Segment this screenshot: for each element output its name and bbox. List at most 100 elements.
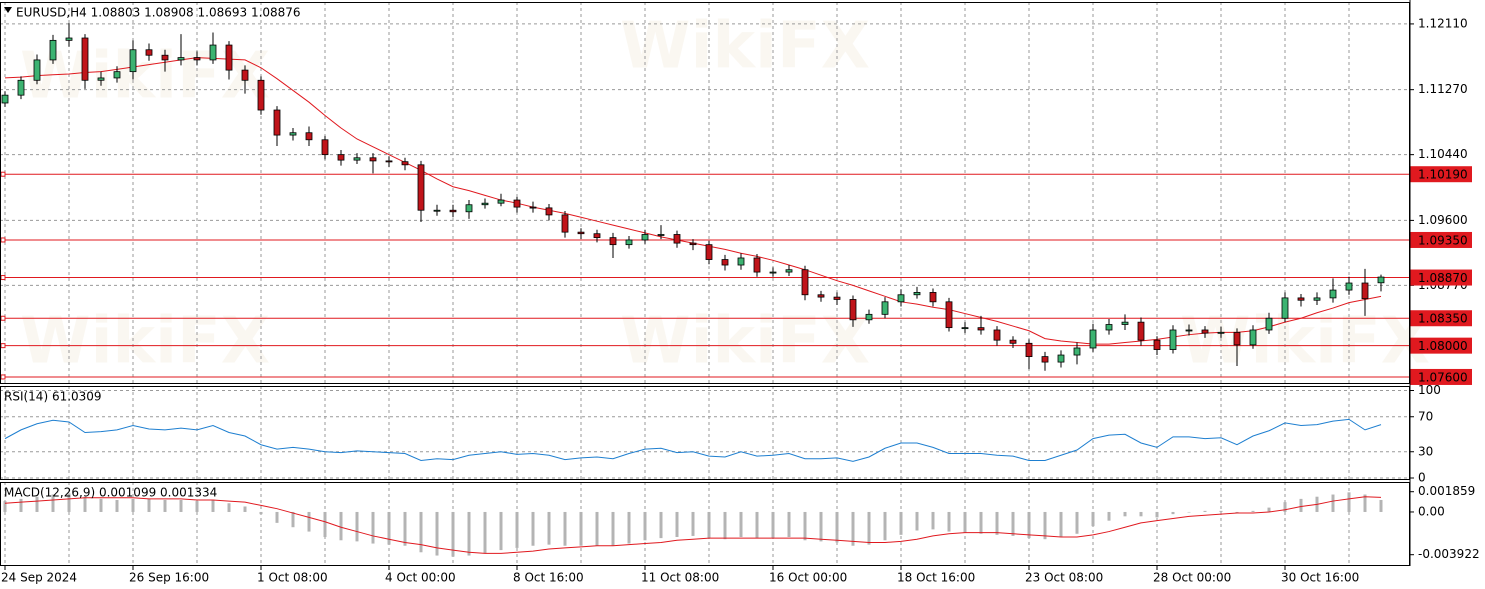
candle-body xyxy=(305,132,313,141)
candle-body xyxy=(721,259,729,266)
macd-bar xyxy=(227,503,231,512)
level-handle xyxy=(0,275,6,281)
level-label: 1.08000 xyxy=(1418,339,1468,353)
candle-body xyxy=(513,199,521,208)
macd-bar xyxy=(51,494,55,512)
candle-body xyxy=(1217,331,1225,334)
macd-bar xyxy=(483,511,487,554)
macd-bar xyxy=(547,511,551,545)
macd-bar xyxy=(595,511,599,546)
macd-bar xyxy=(451,511,455,557)
candle-body xyxy=(945,301,953,329)
candle-body xyxy=(753,257,761,273)
macd-bar xyxy=(659,511,663,539)
macd-bar xyxy=(643,511,647,541)
candle-body xyxy=(273,109,281,136)
y-tick-label: -0.003922 xyxy=(1418,547,1480,561)
candle-body xyxy=(1329,289,1337,299)
candle-body xyxy=(1089,329,1097,349)
macd-bar xyxy=(1267,507,1271,512)
macd-bar xyxy=(1219,510,1223,512)
macd-bar xyxy=(627,511,631,544)
level-label: 1.08350 xyxy=(1418,312,1468,326)
candle-body xyxy=(321,139,329,156)
macd-bar xyxy=(371,511,375,544)
candle-body xyxy=(1249,329,1257,346)
y-tick-label: 1.09600 xyxy=(1418,213,1468,227)
macd-bar xyxy=(291,511,295,528)
macd-bar xyxy=(963,511,967,533)
candle-body xyxy=(97,77,105,81)
macd-bar xyxy=(883,511,887,541)
macd-bar xyxy=(1363,494,1367,512)
macd-bar xyxy=(995,511,999,535)
candle-body xyxy=(1281,297,1289,319)
candle-body xyxy=(865,313,873,321)
candle-body xyxy=(1073,347,1081,356)
panel-title: MACD(12,26,9) 0.001099 0.001334 xyxy=(4,486,217,500)
level-handle xyxy=(0,237,6,243)
macd-bar xyxy=(1059,511,1063,538)
macd-bar xyxy=(355,511,359,542)
x-tick-label: 28 Oct 00:00 xyxy=(1153,571,1231,585)
candle-body xyxy=(737,257,745,266)
macd-bar xyxy=(1331,494,1335,512)
level-label: 1.08870 xyxy=(1418,271,1468,285)
y-tick-label: 0.001859 xyxy=(1418,484,1475,498)
macd-bar xyxy=(35,496,39,512)
candle-body xyxy=(81,37,89,81)
candle-body xyxy=(577,231,585,235)
candle-body xyxy=(881,301,889,315)
macd-bar xyxy=(179,499,183,512)
candle-body xyxy=(241,69,249,81)
x-tick-label: 23 Oct 08:00 xyxy=(1025,571,1103,585)
macd-bar xyxy=(259,511,263,515)
candle-body xyxy=(257,79,265,111)
menu-arrow xyxy=(4,7,12,13)
level-handle xyxy=(0,374,6,380)
watermark: WikiFX xyxy=(20,305,270,379)
macd-bar xyxy=(115,499,119,512)
candle-body xyxy=(177,57,185,61)
candle-body xyxy=(913,292,921,296)
macd-bar xyxy=(67,493,71,512)
macd-bar xyxy=(467,511,471,556)
macd-bar xyxy=(19,498,23,512)
level-label: 1.09350 xyxy=(1418,233,1468,247)
candle-body xyxy=(1233,331,1241,346)
candle-body xyxy=(801,269,809,296)
candle-body xyxy=(705,244,713,260)
macd-bar xyxy=(1123,511,1127,517)
watermark: WikiFX xyxy=(620,305,870,379)
x-tick-label: 16 Oct 00:00 xyxy=(769,571,847,585)
level-label-box xyxy=(1410,231,1472,248)
macd-bar xyxy=(211,499,215,512)
candle-body xyxy=(1297,297,1305,301)
macd-bar xyxy=(899,511,903,535)
candle-body xyxy=(385,160,393,163)
candle-body xyxy=(1025,342,1033,358)
macd-bar xyxy=(803,511,807,541)
candle-body xyxy=(209,44,217,61)
macd-bar xyxy=(739,511,743,538)
level-label-box xyxy=(1410,310,1472,327)
macd-bar xyxy=(163,499,167,512)
macd-bar xyxy=(131,498,135,512)
level-handle xyxy=(0,171,6,177)
candle-body xyxy=(529,206,537,209)
macd-bar xyxy=(675,511,679,538)
macd-bar xyxy=(1171,511,1175,515)
candle-body xyxy=(817,294,825,298)
macd-bar xyxy=(819,511,823,542)
candle-body xyxy=(769,271,777,274)
macd-bar xyxy=(515,511,519,548)
candle-body xyxy=(1137,321,1145,341)
macd-bar xyxy=(195,501,199,512)
panel-title: RSI(14) 61.0309 xyxy=(4,390,102,404)
macd-bar xyxy=(1075,511,1079,534)
level-label-box xyxy=(1410,269,1472,286)
macd-bar xyxy=(1235,511,1239,514)
macd-bar xyxy=(1091,511,1095,527)
